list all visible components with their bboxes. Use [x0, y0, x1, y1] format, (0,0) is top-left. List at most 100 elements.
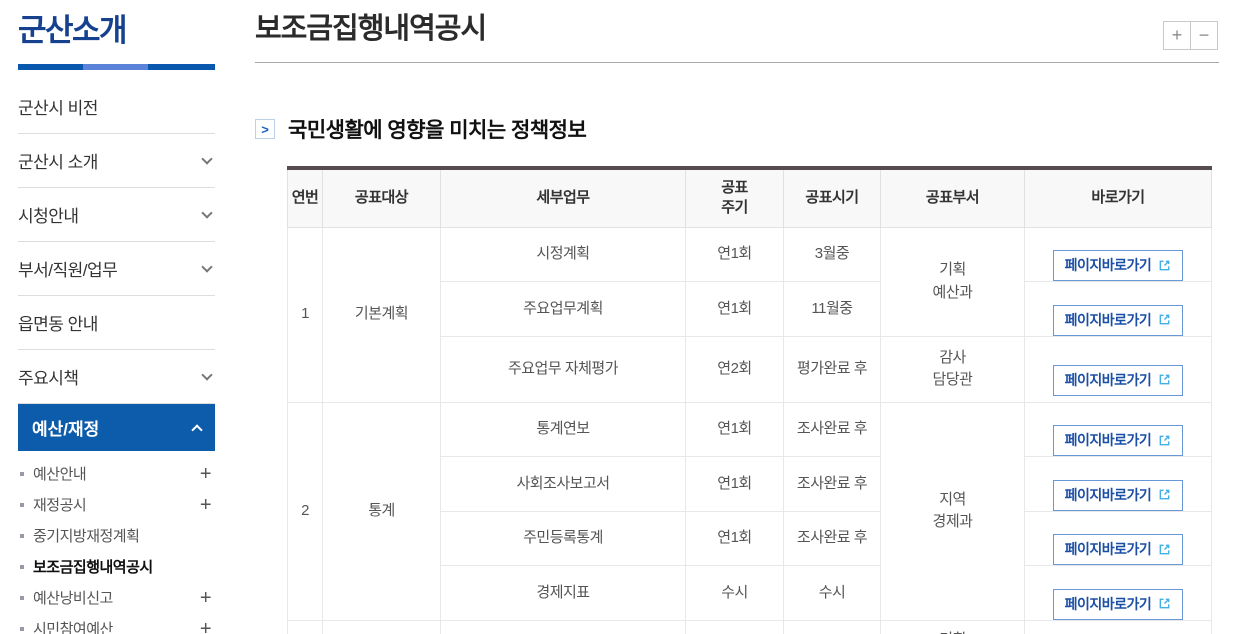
font-size-controls: + −: [1163, 21, 1218, 50]
external-link-icon: [1159, 314, 1170, 325]
col-header-target: 공표대상: [322, 168, 441, 228]
cell-task: [440, 619, 686, 634]
cell-no: [287, 619, 323, 634]
square-bullet-icon: [20, 533, 24, 538]
sidebar-title-underline: [18, 64, 215, 70]
square-bullet-icon: [20, 471, 24, 476]
sidebar-item-label: 군산시 비전: [18, 99, 98, 118]
section-title: 국민생활에 영향을 미치는 정책정보: [288, 119, 587, 142]
page-link-button[interactable]: 페이지바로가기: [1052, 364, 1184, 396]
plus-expand-icon[interactable]: +: [199, 586, 212, 609]
plus-expand-icon[interactable]: +: [199, 617, 212, 634]
sidebar-item-departments[interactable]: 부서/직원/업무: [18, 242, 215, 296]
plus-expand-icon[interactable]: +: [199, 493, 212, 516]
col-header-cycle: 공표 주기: [685, 168, 784, 228]
page-link-label: 페이지바로가기: [1064, 311, 1152, 328]
col-header-timing: 공표시기: [783, 168, 881, 228]
cell-cycle: 연1회: [685, 456, 784, 512]
cell-link: 페이지바로가기: [1024, 565, 1212, 621]
table-header-row: 연번 공표대상 세부업무 공표 주기 공표시기 공표부서 바로가기: [287, 168, 1212, 228]
sidebar: 군산소개 군산시 비전 군산시 소개 시청안내 부서/직원/업무 읍면동 안내 …: [18, 0, 215, 634]
square-bullet-icon: [20, 595, 24, 600]
page-link-button[interactable]: 페이지바로가기: [1052, 479, 1184, 511]
page-title: 보조금집행내역공시: [255, 13, 487, 45]
col-header-link: 바로가기: [1024, 168, 1212, 228]
submenu-item-finance-disclosure[interactable]: 재정공시 +: [18, 489, 215, 520]
sidebar-item-label: 부서/직원/업무: [18, 261, 118, 280]
plus-expand-icon[interactable]: +: [199, 462, 212, 485]
page-link-button[interactable]: 페이지바로가기: [1052, 588, 1184, 620]
chevron-down-icon: [201, 206, 213, 219]
cell-link: 페이지바로가기: [1024, 226, 1212, 282]
page-link-button[interactable]: 페이지바로가기: [1052, 534, 1184, 565]
cell-timing: 조사완료 후: [783, 510, 881, 566]
cell-cycle: 연1회: [685, 281, 784, 337]
font-decrease-button[interactable]: −: [1190, 21, 1218, 50]
submenu-item-midterm-finance-plan[interactable]: 중기지방재정계획: [18, 520, 215, 551]
submenu-item-label: 보조금집행내역공시: [33, 559, 153, 576]
external-link-icon: [1159, 598, 1170, 609]
sidebar-item-major-policies[interactable]: 주요시책: [18, 350, 215, 404]
cell-no: 1: [287, 226, 323, 403]
table-row: 경제지표 수시 수시 페이지바로가기: [288, 565, 1212, 621]
external-link-icon: [1159, 260, 1170, 270]
section-heading: > 국민생활에 영향을 미치는 정책정보: [255, 114, 587, 144]
sidebar-item-label: 예산/재정: [32, 420, 100, 439]
cell-link: 페이지바로가기: [1024, 510, 1212, 566]
sidebar-title: 군산소개: [18, 13, 128, 48]
cell-timing: 조사완료 후: [783, 456, 881, 512]
cell-task: 주요업무계획: [440, 281, 686, 337]
cell-dept: 기획 예산과: [880, 226, 1025, 337]
cell-link: 페이지바로가기: [1024, 401, 1212, 457]
cell-link: 페이지바로가기: [1024, 281, 1212, 337]
cell-timing: [783, 619, 881, 634]
sidebar-item-gunsan-vision[interactable]: 군산시 비전: [18, 80, 215, 134]
submenu-item-budget-guide[interactable]: 예산안내 +: [18, 458, 215, 489]
title-divider: [255, 62, 1219, 63]
policy-info-table: 연번 공표대상 세부업무 공표 주기 공표시기 공표부서 바로가기 1 기본계획…: [287, 166, 1212, 634]
cell-link: 페이지바로가기: [1024, 619, 1212, 634]
table-row: 1 기본계획 시정계획 연1회 3월중 기획 예산과 페이지바로가기: [287, 226, 1212, 403]
submenu-item-label: 재정공시: [33, 497, 87, 514]
table-row: 주요업무계획 연1회 11월중 페이지바로가기: [288, 281, 1212, 337]
sidebar-item-eupmyeondong[interactable]: 읍면동 안내: [18, 296, 215, 350]
page-link-button[interactable]: 페이지바로가기: [1052, 250, 1184, 281]
cell-timing: 조사완료 후: [783, 401, 881, 457]
page-link-button[interactable]: 페이지바로가기: [1052, 425, 1184, 456]
submenu-item-label: 시민참여예산: [33, 621, 113, 634]
cell-no: 2: [287, 401, 323, 621]
page-link-label: 페이지바로가기: [1064, 257, 1152, 273]
cell-task: 통계연보: [440, 401, 686, 457]
sidebar-item-label: 시청안내: [18, 207, 79, 226]
chevron-down-icon: [201, 260, 213, 273]
table-row: 주요업무 자체평가 연2회 평가완료 후 감사 담당관 페이지바로가기: [288, 335, 1212, 403]
sidebar-item-label: 군산시 소개: [18, 153, 98, 172]
square-bullet-icon: [20, 564, 24, 569]
table-row: 2 통계 통계연보 연1회 조사완료 후 지역 경제과 페이지바로가기: [287, 401, 1212, 621]
submenu-item-label: 중기지방재정계획: [33, 528, 140, 545]
chevron-down-icon: [201, 152, 213, 165]
submenu-item-label: 예산안내: [33, 466, 87, 483]
sidebar-item-gunsan-intro[interactable]: 군산시 소개: [18, 134, 215, 188]
cell-target: 통계: [322, 401, 441, 621]
chevron-down-icon: [201, 368, 213, 381]
font-increase-button[interactable]: +: [1163, 21, 1191, 50]
cell-timing: 수시: [783, 565, 881, 621]
cell-cycle: 연1회: [685, 510, 784, 566]
sidebar-item-label: 읍면동 안내: [18, 315, 98, 334]
table-row: 주민등록통계 연1회 조사완료 후 페이지바로가기: [288, 510, 1212, 566]
submenu-item-budget-waste-report[interactable]: 예산낭비신고 +: [18, 582, 215, 613]
cell-timing: 평가완료 후: [783, 335, 881, 403]
cell-cycle: 연2회: [685, 335, 784, 403]
cell-task: 시정계획: [440, 226, 686, 282]
external-link-icon: [1159, 544, 1170, 554]
sidebar-item-budget-finance-active[interactable]: 예산/재정: [18, 404, 215, 451]
square-bullet-icon: [20, 502, 24, 507]
submenu-item-subsidy-disclosure-active[interactable]: 보조금집행내역공시: [18, 551, 215, 582]
submenu-item-citizen-budget[interactable]: 시민참여예산 +: [18, 613, 215, 634]
cell-task: 주민등록통계: [440, 510, 686, 566]
sidebar-item-cityhall-info[interactable]: 시청안내: [18, 188, 215, 242]
page-link-button[interactable]: 페이지바로가기: [1052, 304, 1184, 336]
external-link-icon: [1159, 435, 1170, 445]
cell-target: 기본계획: [322, 226, 441, 403]
